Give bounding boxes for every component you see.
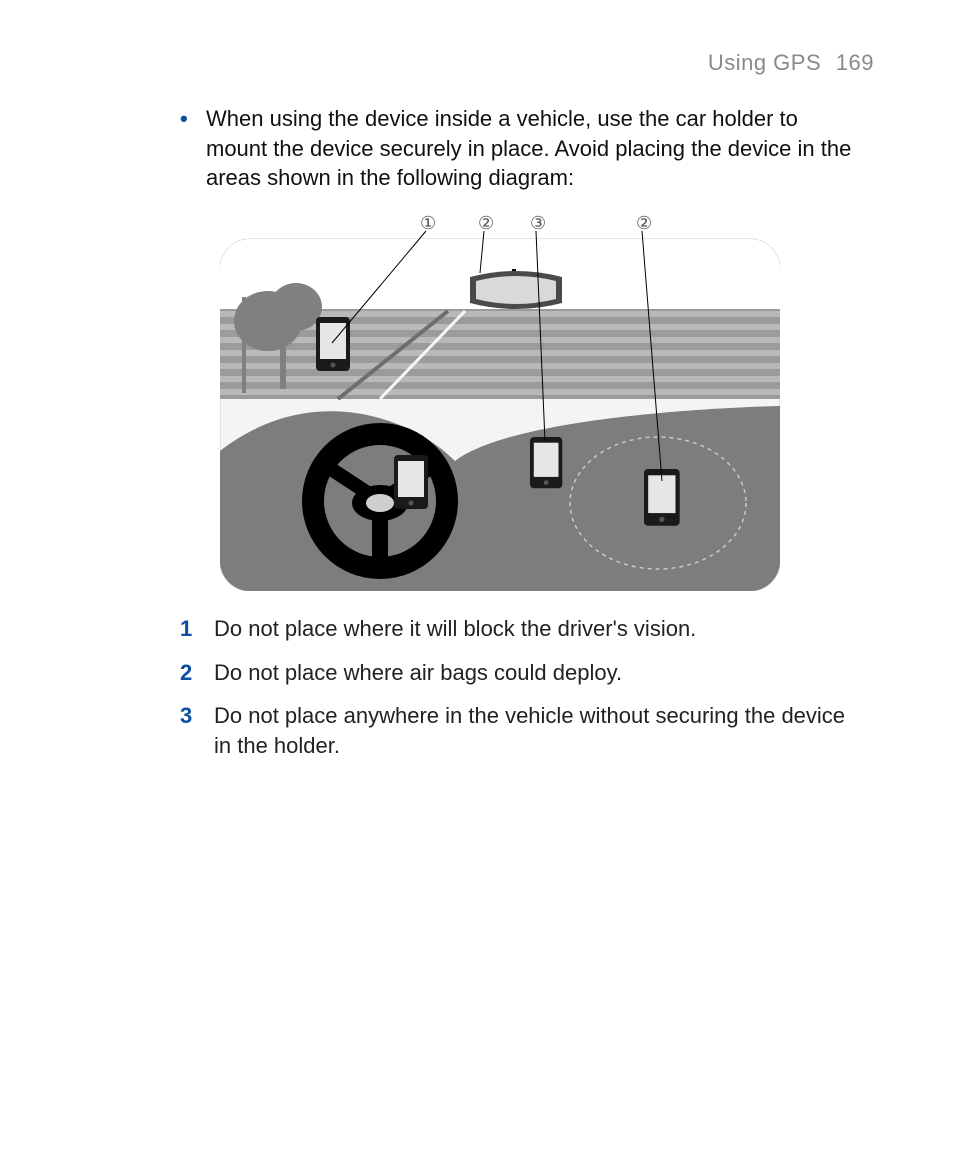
bullet-item: • When using the device inside a vehicle… <box>180 104 854 193</box>
svg-text:②: ② <box>636 213 652 233</box>
page-number: 169 <box>836 50 874 75</box>
bullet-marker: • <box>180 104 206 193</box>
list-text: Do not place where air bags could deploy… <box>214 658 622 688</box>
numbered-list: 1 Do not place where it will block the d… <box>180 614 854 761</box>
list-item: 1 Do not place where it will block the d… <box>180 614 854 644</box>
list-number: 2 <box>180 658 214 688</box>
svg-text:②: ② <box>478 213 494 233</box>
running-header: Using GPS 169 <box>80 50 874 76</box>
list-item: 3 Do not place anywhere in the vehicle w… <box>180 701 854 760</box>
svg-text:①: ① <box>420 213 436 233</box>
list-number: 1 <box>180 614 214 644</box>
list-item: 2 Do not place where air bags could depl… <box>180 658 854 688</box>
diagram-svg: ① ② ③ ② <box>220 211 780 591</box>
svg-text:③: ③ <box>530 213 546 233</box>
list-text: Do not place where it will block the dri… <box>214 614 696 644</box>
list-number: 3 <box>180 701 214 760</box>
bullet-text: When using the device inside a vehicle, … <box>206 104 854 193</box>
section-title: Using GPS <box>708 50 821 75</box>
manual-page: Using GPS 169 • When using the device in… <box>0 0 954 1173</box>
vehicle-placement-diagram: ① ② ③ ② <box>220 211 874 596</box>
list-text: Do not place anywhere in the vehicle wit… <box>214 701 854 760</box>
